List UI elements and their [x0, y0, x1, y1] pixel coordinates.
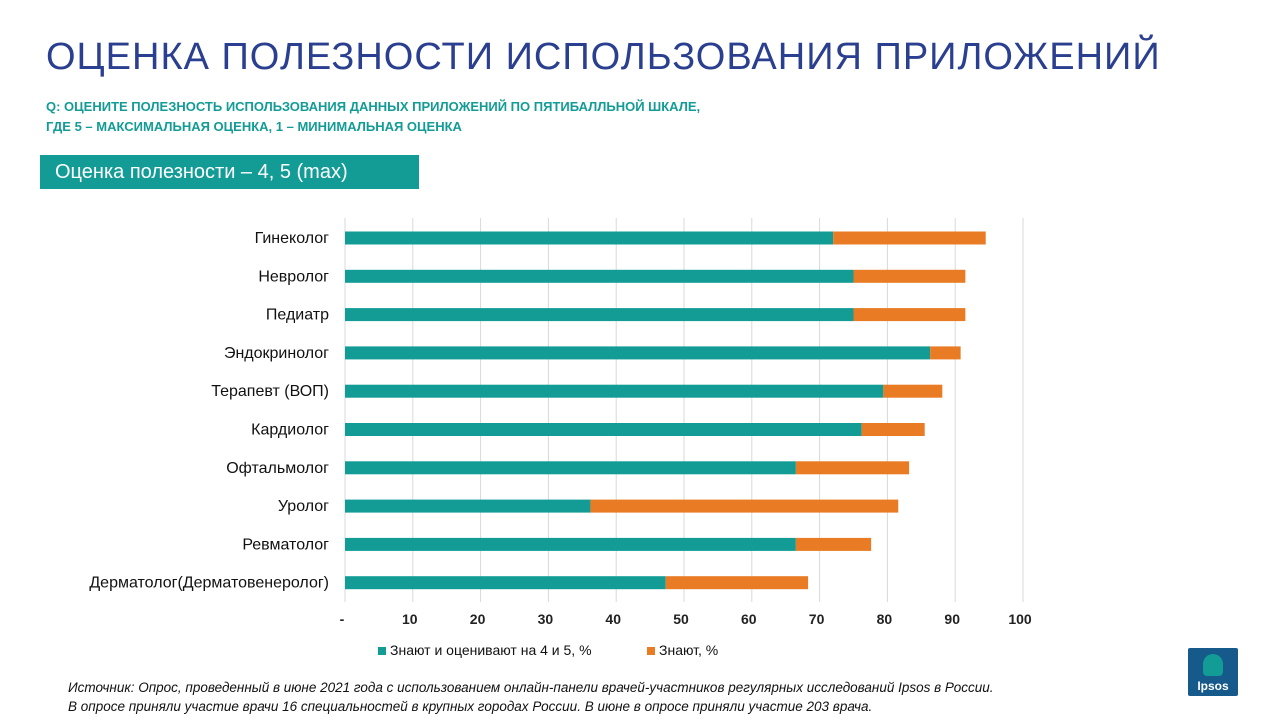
x-tick-label: 90	[944, 611, 960, 627]
bar-segment-rated	[345, 423, 862, 436]
legend-swatch	[647, 647, 655, 655]
logo-mark-icon	[1203, 654, 1223, 676]
question-line-1: Q: ОЦЕНИТЕ ПОЛЕЗНОСТЬ ИСПОЛЬЗОВАНИЯ ДАНН…	[46, 99, 701, 114]
bar-segment-rated	[345, 384, 884, 398]
question-text: Q: ОЦЕНИТЕ ПОЛЕЗНОСТЬ ИСПОЛЬЗОВАНИЯ ДАНН…	[46, 97, 700, 137]
bar-segment-known	[833, 231, 986, 245]
question-line-2: ГДЕ 5 – МАКСИМАЛЬНАЯ ОЦЕНКА, 1 – МИНИМАЛ…	[46, 119, 462, 134]
legend-label: Знают и оценивают на 4 и 5, %	[390, 642, 592, 658]
x-tick-label: 50	[673, 611, 689, 627]
x-tick-label: 30	[538, 611, 554, 627]
category-label: Невролог	[258, 268, 329, 285]
x-tick-label: 20	[470, 611, 486, 627]
category-label: Офтальмолог	[226, 460, 329, 477]
bar-segment-rated	[345, 308, 854, 322]
bar-segment-rated	[345, 461, 796, 475]
category-label: Педиатр	[266, 307, 329, 324]
page-title: ОЦЕНКА ПОЛЕЗНОСТИ ИСПОЛЬЗОВАНИЯ ПРИЛОЖЕН…	[46, 36, 1161, 78]
bar-segment-rated	[345, 231, 834, 245]
bar-segment-known	[930, 346, 961, 360]
legend-swatch	[378, 647, 386, 655]
x-tick-label: -	[340, 611, 345, 627]
x-tick-label: 40	[605, 611, 621, 627]
category-label: Гинеколог	[255, 230, 330, 247]
bar-segment-known	[795, 537, 872, 551]
x-tick-label: 60	[741, 611, 757, 627]
bar-segment-known	[590, 499, 899, 513]
bar-segment-known	[665, 576, 809, 590]
source-line-2: В опросе приняли участие врачи 16 специа…	[68, 699, 873, 714]
legend-label: Знают, %	[659, 642, 718, 658]
bar-segment-known	[795, 461, 910, 475]
bar-segment-rated	[345, 346, 931, 360]
category-label: Эндокринолог	[224, 345, 329, 362]
bar-segment-rated	[345, 537, 796, 551]
bar-segment-known	[853, 269, 966, 283]
bar-segment-rated	[345, 499, 591, 513]
x-tick-label: 80	[877, 611, 893, 627]
source-note: Источник: Опрос, проведенный в июне 2021…	[68, 678, 994, 716]
bar-segment-rated	[345, 269, 854, 283]
x-tick-label: 70	[809, 611, 825, 627]
category-label: Терапевт (ВОП)	[211, 383, 329, 400]
bar-segment-known	[883, 384, 943, 398]
category-label: Кардиолог	[251, 422, 329, 439]
category-label: Дерматолог(Дерматовенеролог)	[89, 575, 329, 592]
bar-segment-known	[861, 423, 925, 436]
x-tick-label: 100	[1008, 611, 1032, 627]
logo-text: Ipsos	[1197, 679, 1229, 693]
category-label: Ревматолог	[242, 536, 329, 553]
category-label: Уролог	[278, 498, 329, 515]
source-line-1: Источник: Опрос, проведенный в июне 2021…	[68, 680, 994, 695]
ipsos-logo: Ipsos	[1188, 648, 1238, 696]
bar-segment-known	[853, 308, 966, 322]
x-tick-label: 10	[402, 611, 418, 627]
section-badge: Оценка полезности – 4, 5 (max)	[40, 155, 419, 189]
bar-segment-rated	[345, 576, 666, 590]
